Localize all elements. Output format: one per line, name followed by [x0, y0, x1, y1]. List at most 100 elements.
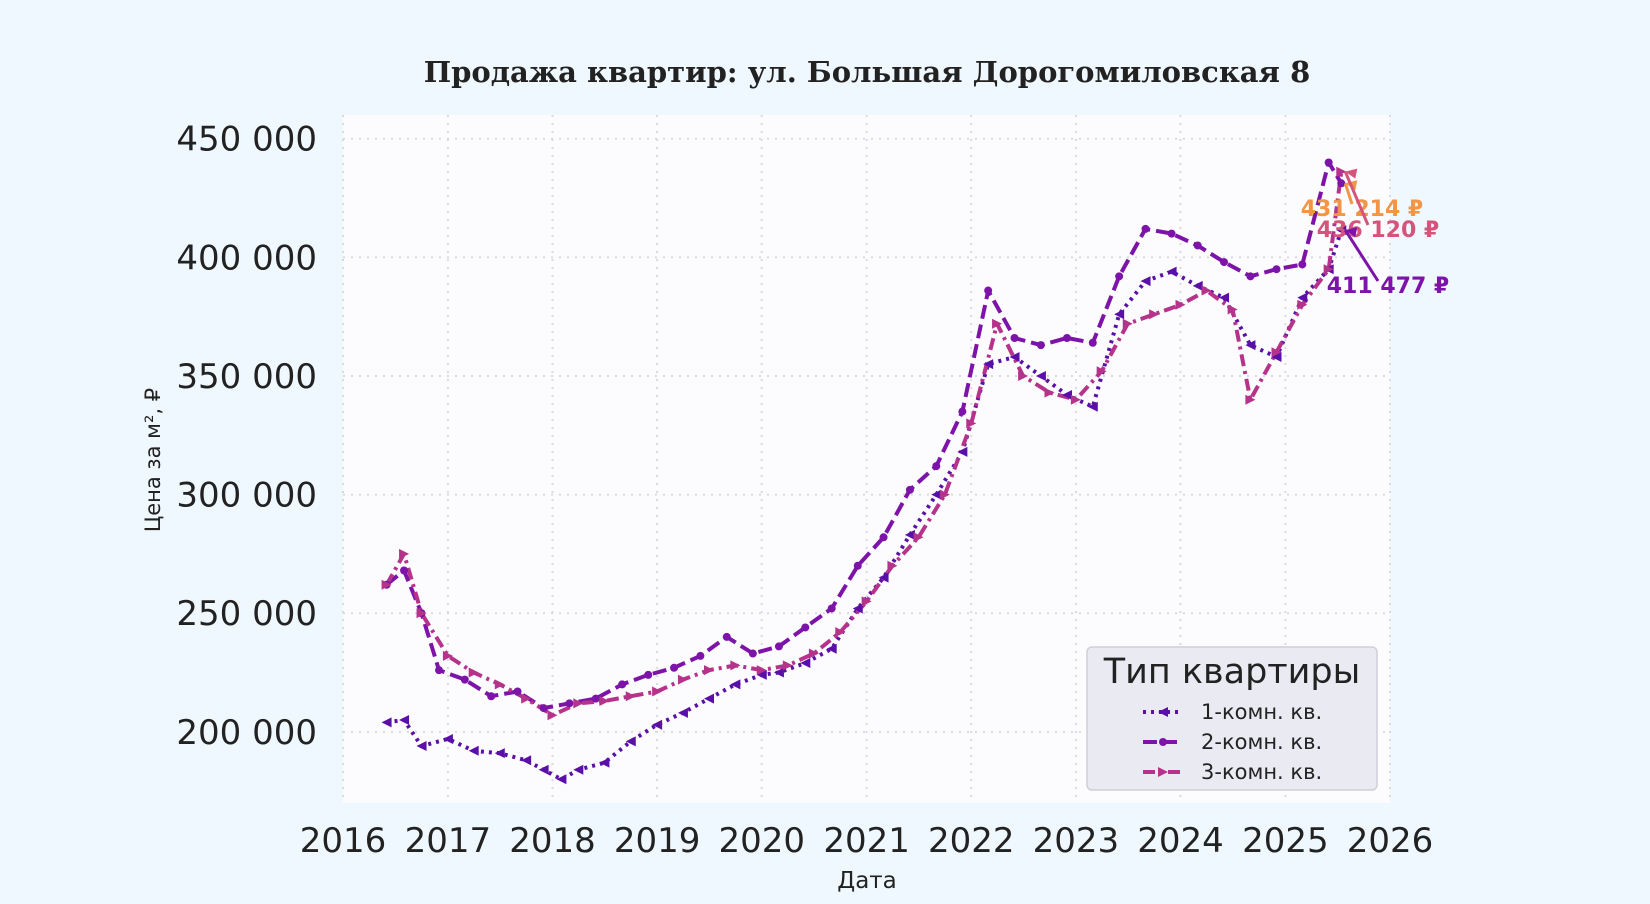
data-point — [939, 489, 950, 500]
data-point — [625, 691, 636, 702]
annotation-arrowhead — [1345, 227, 1358, 238]
x-tick-label: 2023 — [1033, 821, 1120, 861]
data-point — [826, 643, 837, 654]
data-point — [1122, 318, 1133, 329]
data-point — [494, 679, 505, 690]
data-point — [827, 604, 836, 613]
data-point — [904, 529, 915, 540]
data-point — [696, 651, 705, 660]
x-tick-label: 2025 — [1242, 821, 1329, 861]
data-point — [1070, 394, 1081, 405]
legend: Тип квартиры 1-комн. кв. 2-комн. кв. 3-ком… — [1086, 646, 1378, 791]
data-point — [1336, 166, 1347, 177]
data-point — [1159, 738, 1167, 746]
legend-box — [1086, 646, 1378, 791]
x-tick-label: 2016 — [300, 821, 387, 861]
data-point — [468, 667, 479, 678]
data-point — [381, 579, 392, 590]
data-point — [1166, 266, 1177, 277]
data-point — [1193, 241, 1202, 250]
data-point — [652, 719, 663, 730]
legend-items: 1-комн. кв. 2-комн. кв. 3-комн. кв. — [1143, 700, 1322, 784]
data-point — [853, 561, 862, 570]
data-point — [1061, 389, 1072, 400]
annotations-group: 431 214 ₽436 120 ₽411 477 ₽ — [1301, 168, 1449, 299]
data-point — [800, 658, 811, 669]
data-point — [1246, 272, 1255, 281]
data-point — [704, 693, 715, 704]
data-point — [435, 666, 444, 675]
markers-group — [381, 158, 1347, 785]
data-point — [573, 698, 584, 709]
data-point — [416, 608, 427, 619]
data-point — [782, 660, 793, 671]
x-tick-label: 2018 — [509, 821, 596, 861]
data-point — [1096, 366, 1107, 377]
data-point — [556, 774, 567, 785]
data-point — [835, 627, 846, 638]
data-point — [599, 695, 610, 706]
data-point — [1272, 265, 1281, 274]
data-point — [1220, 258, 1229, 267]
data-point — [652, 686, 663, 697]
data-point — [730, 679, 741, 690]
data-point — [905, 485, 914, 494]
axes: 200 000 250 000 300 000 350 000 400 000 450 0… — [176, 120, 1433, 861]
annotation-arrow — [1343, 171, 1370, 226]
x-tick-label: 2026 — [1347, 821, 1434, 861]
data-point — [1158, 767, 1168, 777]
data-point — [1219, 292, 1230, 303]
x-axis-label: Дата — [837, 868, 897, 894]
data-point — [494, 748, 505, 759]
x-tick-label: 2024 — [1137, 821, 1224, 861]
data-point — [1297, 292, 1308, 303]
data-point — [1227, 304, 1238, 315]
data-point — [878, 572, 889, 583]
data-point — [756, 669, 767, 680]
data-point — [591, 694, 600, 703]
data-point — [801, 623, 810, 632]
data-point — [1149, 309, 1160, 320]
data-point — [704, 665, 715, 676]
data-point — [487, 692, 496, 701]
data-point — [1044, 387, 1055, 398]
data-point — [984, 286, 993, 295]
data-point — [1010, 334, 1019, 343]
data-point — [756, 665, 767, 676]
data-point — [1035, 370, 1046, 381]
data-point — [513, 687, 522, 696]
data-point — [861, 596, 872, 607]
y-tick-label: 200 000 — [176, 713, 317, 753]
data-point — [932, 462, 941, 471]
data-point — [468, 745, 479, 756]
annotation-label: 436 120 ₽ — [1317, 218, 1439, 243]
x-tick-label: 2017 — [405, 821, 492, 861]
data-point — [1036, 341, 1045, 350]
annotation-label: 411 477 ₽ — [1327, 274, 1449, 299]
data-point — [808, 648, 819, 659]
data-point — [442, 733, 453, 744]
data-point — [1324, 158, 1333, 167]
data-point — [618, 680, 627, 689]
data-point — [983, 359, 994, 370]
data-point — [442, 650, 453, 661]
data-point — [547, 710, 558, 721]
series-line — [386, 229, 1344, 782]
data-point — [677, 707, 688, 718]
data-point — [1158, 707, 1168, 717]
data-point — [1088, 338, 1097, 347]
data-point — [1323, 264, 1334, 275]
data-point — [931, 489, 942, 500]
legend-label: 3-комн. кв. — [1201, 760, 1322, 784]
data-point — [1087, 401, 1098, 412]
data-point — [966, 418, 977, 429]
data-point — [1114, 309, 1125, 320]
y-tick-label: 450 000 — [176, 120, 317, 160]
x-tick-label: 2020 — [718, 821, 805, 861]
y-tick-label: 400 000 — [176, 238, 317, 278]
annotation-arrow — [1343, 182, 1354, 205]
data-point — [416, 741, 427, 752]
data-point — [1062, 334, 1071, 343]
data-point — [887, 560, 898, 571]
data-point — [677, 674, 688, 685]
